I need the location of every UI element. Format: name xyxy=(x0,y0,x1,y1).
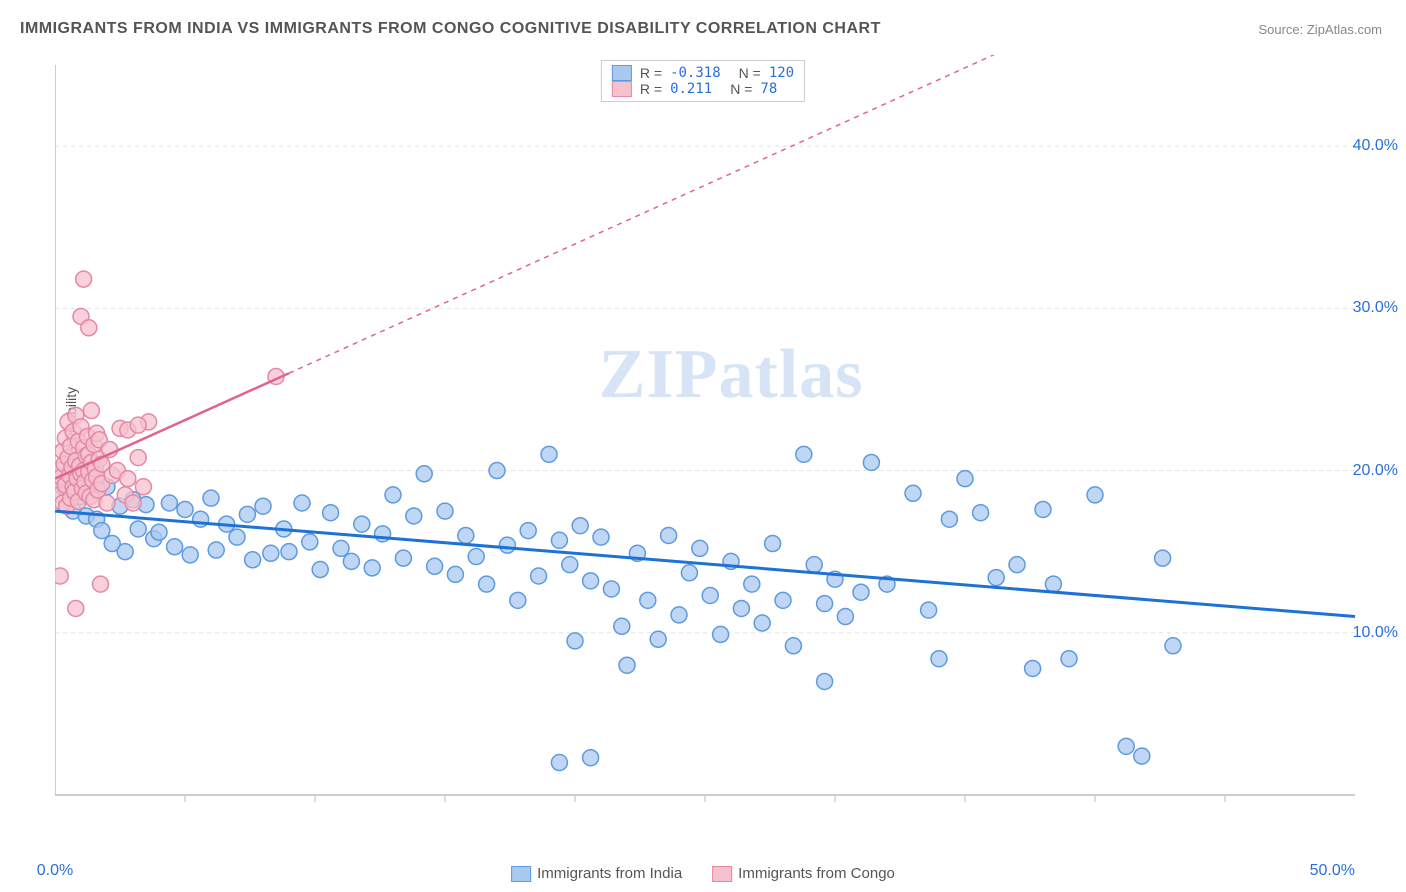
legend-stat-row: R =0.211N =78 xyxy=(612,81,794,97)
legend-series-item: Immigrants from Congo xyxy=(712,865,895,882)
x-tick-label: 50.0% xyxy=(1310,862,1355,880)
series-legend: Immigrants from India Immigrants from Con… xyxy=(511,865,895,882)
source-label: Source: ZipAtlas.com xyxy=(1258,22,1382,37)
y-tick-label: 20.0% xyxy=(1353,462,1398,480)
watermark-text: ZIPatlas xyxy=(599,335,864,415)
legend-stat-row: R =-0.318N =120 xyxy=(612,65,794,81)
correlation-legend: R =-0.318N =120R =0.211N =78 xyxy=(601,60,805,102)
scatter-chart xyxy=(55,55,1375,835)
y-tick-label: 40.0% xyxy=(1353,137,1398,155)
y-tick-label: 10.0% xyxy=(1353,624,1398,642)
y-tick-label: 30.0% xyxy=(1353,299,1398,317)
chart-title: IMMIGRANTS FROM INDIA VS IMMIGRANTS FROM… xyxy=(20,20,881,38)
x-tick-label: 0.0% xyxy=(37,862,73,880)
legend-series-item: Immigrants from India xyxy=(511,865,682,882)
